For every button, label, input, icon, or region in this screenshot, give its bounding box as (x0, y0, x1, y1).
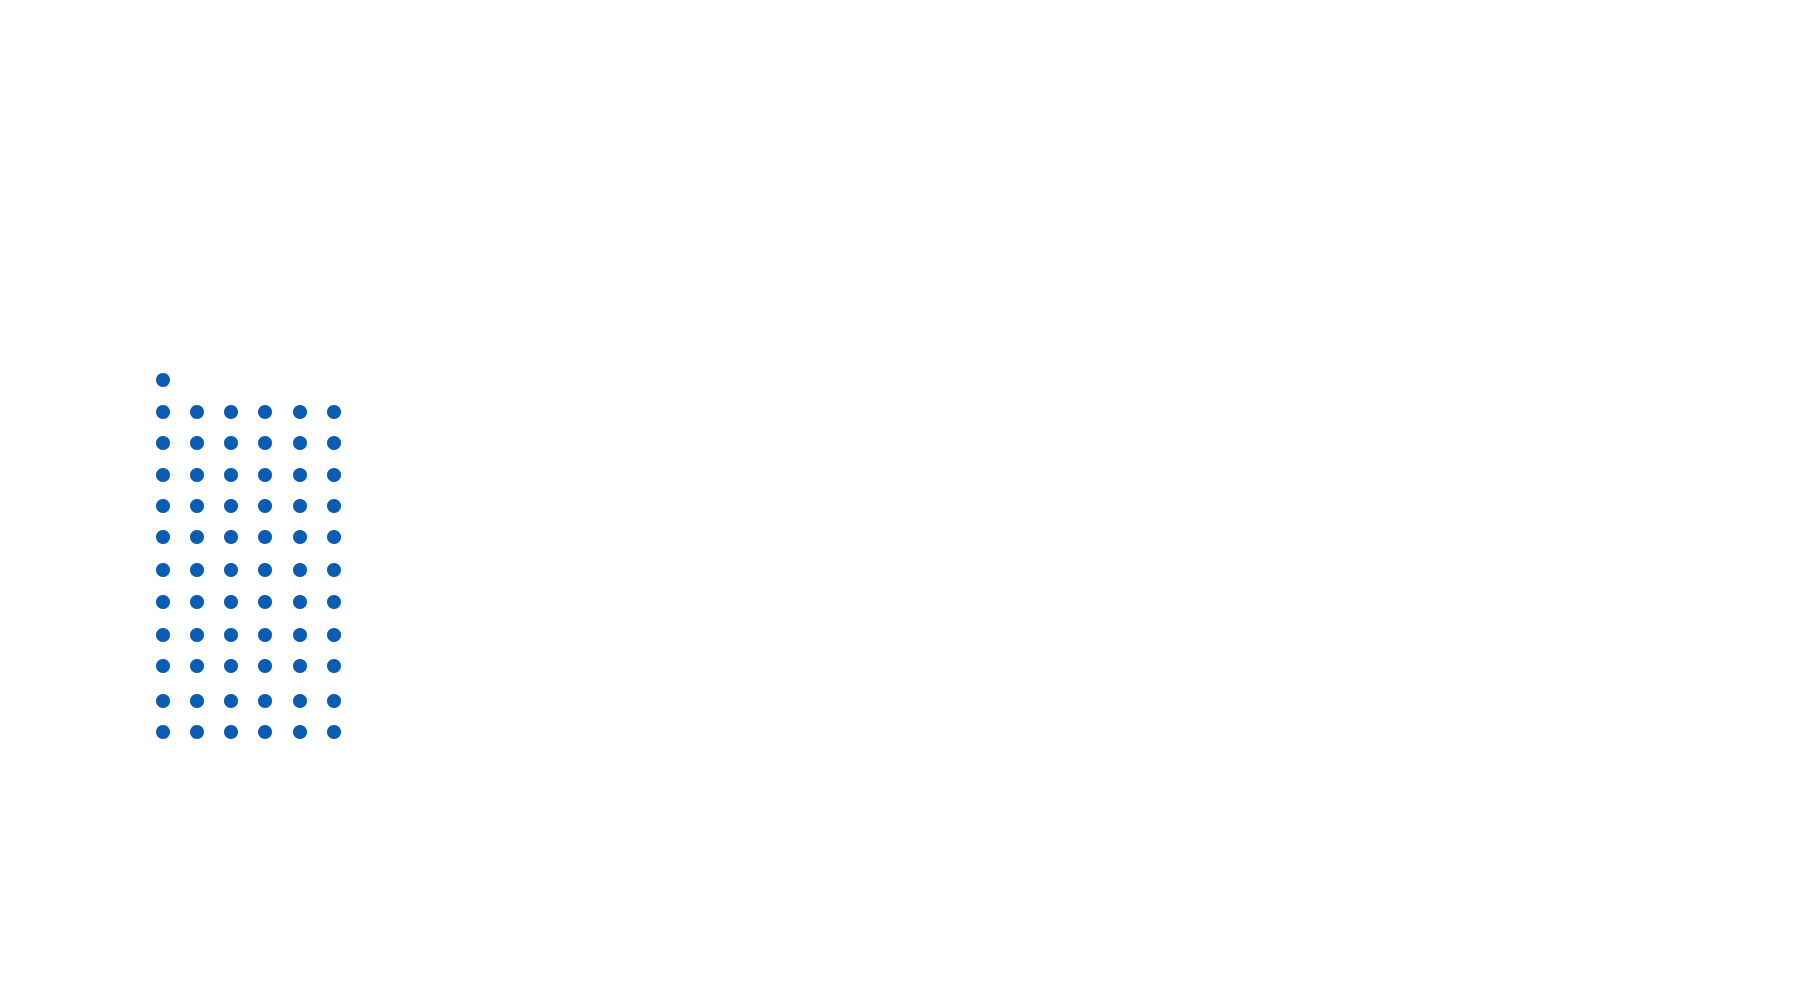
dot (190, 628, 204, 642)
dot (327, 530, 341, 544)
dot (258, 530, 272, 544)
dot (156, 694, 170, 708)
dot (327, 468, 341, 482)
dot (190, 530, 204, 544)
dot (293, 694, 307, 708)
dot (224, 436, 238, 450)
dot (224, 530, 238, 544)
dot (327, 694, 341, 708)
dot (224, 405, 238, 419)
dot (156, 628, 170, 642)
dot (293, 659, 307, 673)
dot (224, 468, 238, 482)
dot (258, 725, 272, 739)
dot (190, 595, 204, 609)
dot (224, 725, 238, 739)
dot (224, 694, 238, 708)
dot (190, 659, 204, 673)
dot (258, 563, 272, 577)
dot (258, 499, 272, 513)
dot (327, 405, 341, 419)
dot (327, 499, 341, 513)
dot (293, 563, 307, 577)
dot (293, 436, 307, 450)
dot (258, 595, 272, 609)
dot (293, 499, 307, 513)
dot (327, 436, 341, 450)
dot (258, 468, 272, 482)
dot (224, 628, 238, 642)
dot (156, 530, 170, 544)
dot (293, 595, 307, 609)
dot (190, 468, 204, 482)
dot (156, 436, 170, 450)
dot (156, 595, 170, 609)
dot (190, 694, 204, 708)
dot (224, 499, 238, 513)
dot (156, 373, 170, 387)
dot (156, 405, 170, 419)
dot (293, 405, 307, 419)
dot (293, 468, 307, 482)
dot (156, 468, 170, 482)
dot (258, 628, 272, 642)
dot (327, 563, 341, 577)
dot (156, 499, 170, 513)
dot (224, 563, 238, 577)
dot (190, 405, 204, 419)
dot (190, 436, 204, 450)
dot (293, 530, 307, 544)
dot (190, 563, 204, 577)
dot (258, 436, 272, 450)
dot (156, 563, 170, 577)
dot (258, 694, 272, 708)
dot (224, 595, 238, 609)
dot (190, 499, 204, 513)
dot (258, 659, 272, 673)
dot (327, 628, 341, 642)
dot (327, 659, 341, 673)
dot (293, 628, 307, 642)
dot (258, 405, 272, 419)
dot (327, 725, 341, 739)
dot (156, 725, 170, 739)
dot (327, 595, 341, 609)
dot (190, 725, 204, 739)
dot (156, 659, 170, 673)
dot (224, 659, 238, 673)
dot (293, 725, 307, 739)
